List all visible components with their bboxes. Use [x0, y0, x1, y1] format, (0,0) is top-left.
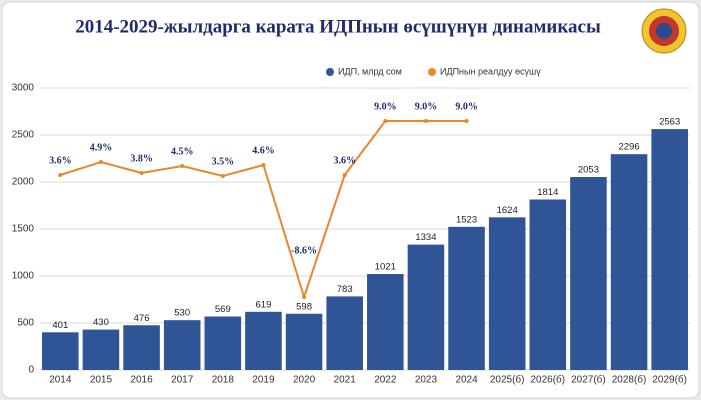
x-tick-label: 2021 [334, 375, 357, 386]
growth-value-label: 9.0% [415, 101, 438, 112]
bar [245, 311, 282, 370]
bar [529, 199, 567, 370]
x-tick-label: 2018 [212, 375, 235, 386]
growth-value-label: 3.8% [130, 153, 153, 164]
x-tick-label: 2026(б) [530, 374, 565, 386]
growth-point [98, 160, 103, 164]
bar-value-label: 476 [134, 313, 150, 324]
bar-value-label: 1624 [497, 205, 518, 216]
bar-value-label: 619 [256, 299, 272, 310]
y-tick-label: 1500 [12, 224, 35, 235]
bar [610, 154, 648, 370]
growth-point [220, 174, 225, 178]
x-tick-label: 2025(б) [490, 374, 525, 386]
x-tick-label: 2015 [90, 375, 113, 386]
legend-marker [326, 68, 334, 76]
x-tick-label: 2022 [374, 375, 397, 386]
bar-value-label: 530 [174, 308, 190, 319]
y-tick-label: 0 [28, 365, 34, 376]
logo [641, 8, 687, 54]
growth-point [423, 119, 428, 123]
growth-point [139, 171, 144, 175]
bar-value-label: 569 [215, 304, 231, 315]
bar-value-label: 401 [52, 320, 68, 331]
y-tick-label: 3000 [12, 83, 35, 94]
bar-value-label: 1334 [415, 232, 436, 243]
bar-value-label: 430 [93, 317, 109, 328]
bar [651, 129, 688, 370]
growth-point [58, 173, 63, 177]
x-tick-label: 2023 [415, 375, 438, 386]
growth-point [342, 173, 347, 177]
bar [326, 296, 363, 370]
x-tick-label: 2017 [171, 375, 194, 386]
bar [42, 332, 79, 370]
x-tick-label: 2029(б) [652, 374, 687, 386]
bar [163, 320, 201, 370]
bar [367, 274, 404, 370]
bar-value-label: 2296 [618, 142, 639, 153]
legend-label: ИДП, млрд сом [338, 66, 402, 76]
x-tick-label: 2024 [455, 375, 478, 386]
legend-marker [428, 68, 436, 76]
x-tick-label: 2020 [293, 375, 316, 386]
growth-value-label: 3.6% [333, 155, 356, 166]
bar [82, 329, 120, 370]
chart-title: 2014-2029-жылдарга карата ИДПнын өсүшүнү… [75, 16, 601, 37]
growth-value-label: 3.6% [49, 155, 72, 166]
bar-value-label: 1523 [456, 214, 477, 225]
bar [488, 217, 526, 370]
y-tick-label: 2500 [12, 130, 35, 141]
bar [204, 316, 242, 370]
growth-point [302, 295, 307, 299]
bar [570, 177, 607, 370]
bar [448, 226, 485, 370]
growth-value-label: 3.5% [212, 156, 235, 167]
bar [285, 313, 323, 370]
bar-value-label: 1021 [375, 262, 396, 273]
growth-value-label: 4.6% [252, 145, 275, 156]
bar [407, 244, 445, 370]
y-tick-label: 500 [17, 318, 34, 329]
y-tick-label: 2000 [12, 177, 35, 188]
y-tick-label: 1000 [12, 271, 35, 282]
growth-value-label: 9.0% [374, 101, 397, 112]
bar [123, 325, 160, 370]
x-tick-label: 2016 [130, 375, 153, 386]
bar-value-label: 2053 [578, 165, 599, 176]
growth-value-label: 9.0% [455, 101, 478, 112]
growth-value-label: 4.9% [90, 142, 113, 153]
growth-point [180, 164, 185, 168]
x-tick-label: 2014 [49, 375, 72, 386]
growth-value-label: 4.5% [171, 146, 194, 157]
x-tick-label: 2027(б) [571, 374, 606, 386]
bar-value-label: 783 [337, 284, 353, 295]
legend-label: ИДПнын реалдуу өсүшү [440, 66, 541, 76]
growth-value-label: -8.6% [291, 245, 317, 256]
bar-value-label: 2563 [659, 117, 680, 128]
growth-point [383, 119, 388, 123]
growth-point [261, 163, 266, 167]
growth-point [464, 119, 469, 123]
x-tick-label: 2019 [252, 375, 275, 386]
x-tick-label: 2028(б) [612, 374, 647, 386]
bar-value-label: 598 [296, 301, 312, 312]
bar-value-label: 1814 [537, 187, 558, 198]
